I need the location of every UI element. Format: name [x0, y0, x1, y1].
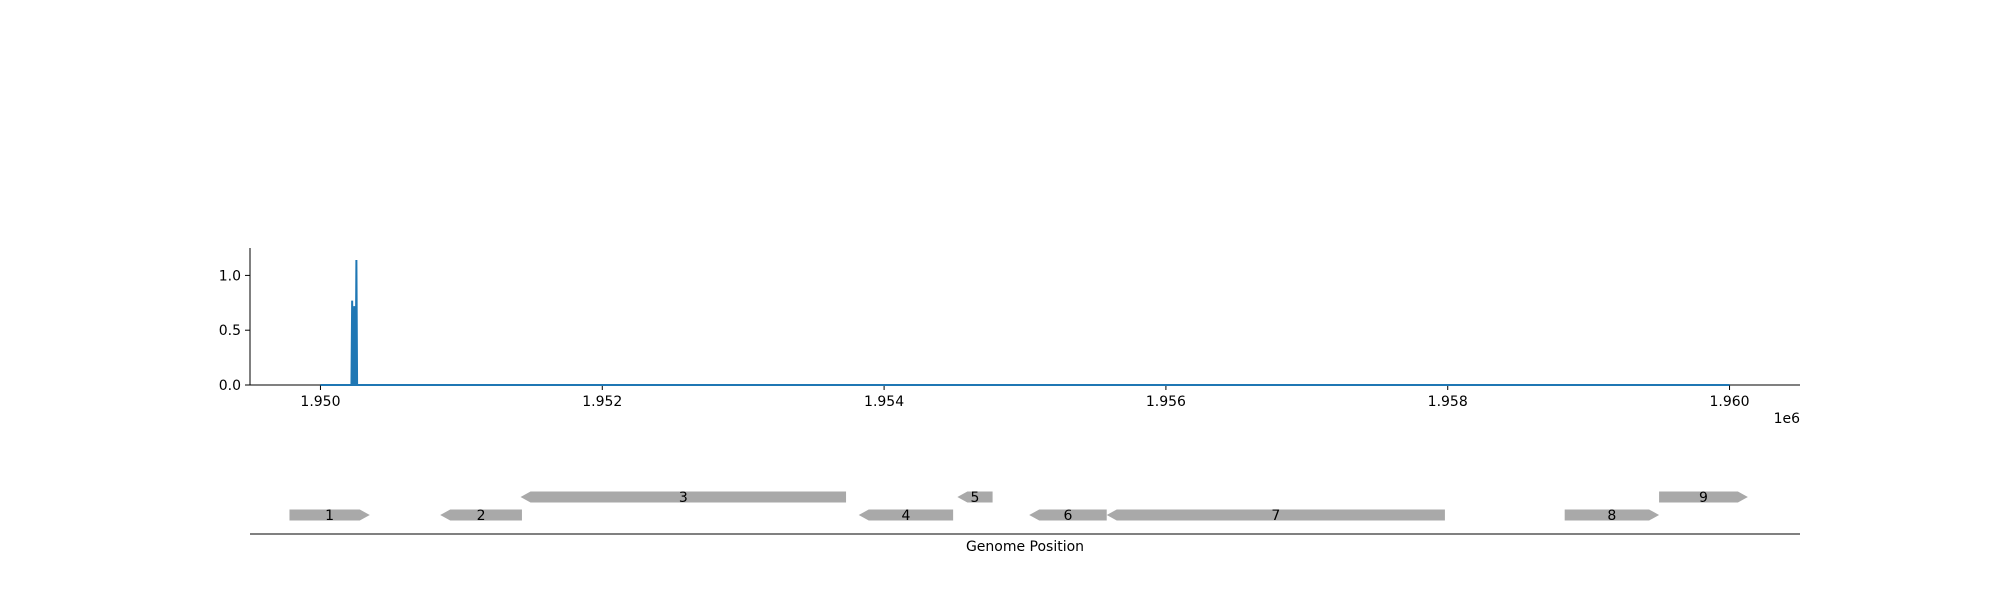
gene-arrow-3 [520, 491, 847, 503]
gene-arrow-6 [1029, 509, 1107, 521]
y-tick-label: 0.0 [219, 378, 241, 394]
x-tick-label: 1.960 [1709, 394, 1749, 410]
x-tick-label: 1.958 [1428, 394, 1468, 410]
gene-arrow-9 [1659, 491, 1748, 503]
gene-arrow-7 [1106, 509, 1445, 521]
gene-label: 9 [1699, 490, 1708, 506]
gene-label: 7 [1271, 508, 1280, 524]
x-tick-label: 1.954 [864, 394, 904, 410]
y-tick-label: 0.5 [219, 323, 241, 339]
coverage-series-line [320, 260, 1730, 386]
gene-label: 3 [679, 490, 688, 506]
x-tick-label: 1.952 [582, 394, 622, 410]
gene-track-xlabel: Genome Position [966, 539, 1084, 555]
gene-arrow-1 [289, 509, 370, 521]
gene-label: 2 [477, 508, 486, 524]
gene-label: 6 [1064, 508, 1073, 524]
gene-label: 1 [325, 508, 334, 524]
gene-arrow-5 [957, 491, 993, 503]
gene-arrow-8 [1564, 509, 1660, 521]
gene-track: 1 2 3 4 5 6 7 8 9 Genome Position [250, 490, 1800, 555]
x-tick-label: 1.950 [300, 394, 340, 410]
y-tick-label: 1.0 [219, 268, 241, 284]
coverage-plot: 1.950 1.952 1.954 1.956 1.958 1.960 1e6 0.0 0.5 1… [219, 248, 1800, 427]
gene-arrow-4 [858, 509, 954, 521]
gene-label: 4 [901, 508, 910, 524]
x-tick-label: 1.956 [1146, 394, 1186, 410]
gene-label: 8 [1607, 508, 1616, 524]
gene-label: 5 [971, 490, 980, 506]
gene-arrow-2 [440, 509, 522, 521]
x-offset-label: 1e6 [1774, 411, 1801, 427]
